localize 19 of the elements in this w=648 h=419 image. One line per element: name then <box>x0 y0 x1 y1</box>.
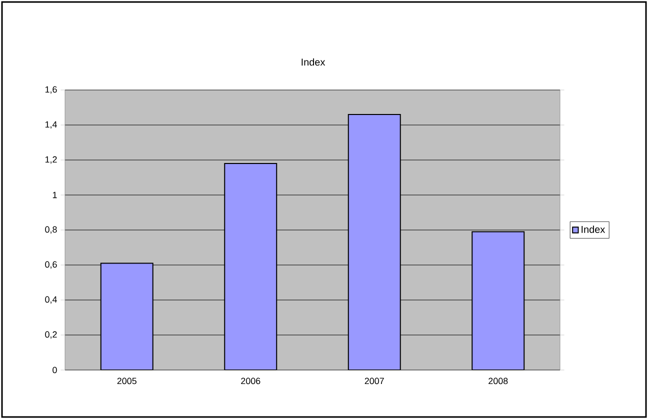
bar <box>348 114 401 370</box>
y-tick-label: 1,2 <box>45 156 57 164</box>
y-tick-label: 0 <box>52 366 57 374</box>
x-tick-label: 2006 <box>241 378 260 384</box>
x-tick-label: 2007 <box>364 378 384 384</box>
x-tick-label: 2008 <box>488 378 508 384</box>
y-tick-label: 1 <box>52 192 57 198</box>
chart-title: Index <box>302 58 326 66</box>
bar <box>224 162 278 370</box>
y-tick-label: 0,4 <box>45 296 57 304</box>
legend-label: Index <box>582 226 606 233</box>
y-tick-label: 0,6 <box>45 261 57 269</box>
y-tick-label: 1,4 <box>45 121 57 129</box>
y-tick-label: 1,6 <box>45 86 57 94</box>
bar <box>472 231 525 370</box>
x-tick-label: 2005 <box>117 378 136 384</box>
bar <box>100 262 154 370</box>
y-tick-label: 0,8 <box>45 226 57 234</box>
y-tick-label: 0,2 <box>45 331 57 339</box>
